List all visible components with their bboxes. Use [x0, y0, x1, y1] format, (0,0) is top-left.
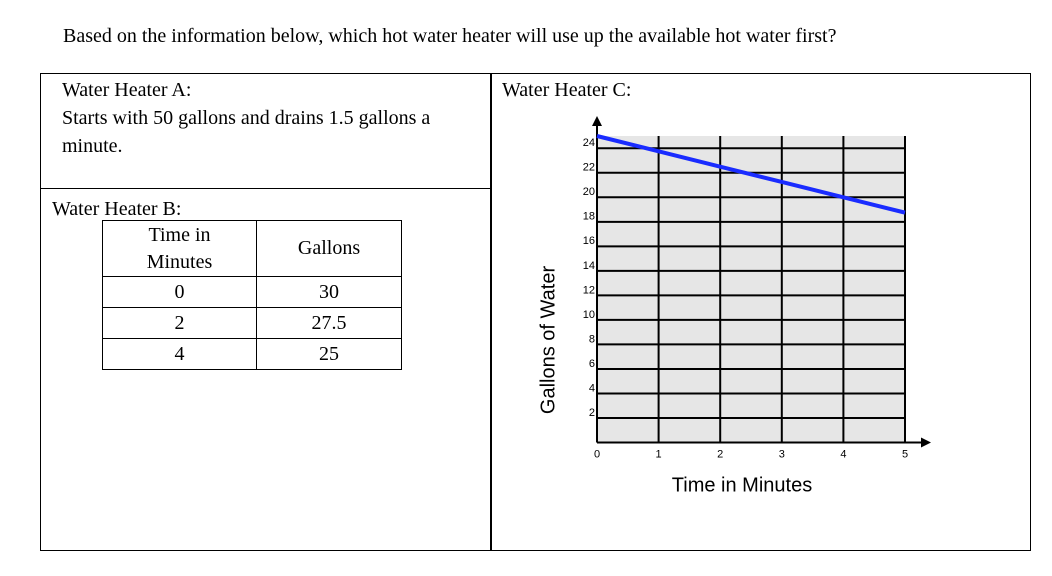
y-tick-label: 2	[589, 407, 595, 419]
y-tick-label: 22	[583, 162, 595, 174]
y-arrow	[592, 116, 602, 126]
data-line	[596, 134, 906, 215]
cell: 4	[102, 338, 257, 370]
x-arrow	[921, 437, 931, 448]
heater-a-title: Water Heater A:	[62, 79, 192, 101]
cell: 30	[256, 276, 402, 308]
x-axis-label: Time in Minutes	[672, 474, 812, 496]
heater-c-title: Water Heater C:	[502, 79, 632, 101]
y-tick-label: 14	[583, 260, 595, 272]
cell: 0	[102, 276, 257, 308]
y-tick-label: 12	[583, 284, 595, 296]
heater-a-text: Starts with 50 gallons and drains 1.5 ga…	[62, 107, 431, 157]
header-cell: Time in Minutes	[102, 220, 257, 277]
divider	[490, 73, 492, 551]
x-tick-label: 4	[840, 448, 846, 460]
outer-box	[40, 73, 1031, 551]
x-tick-label: 1	[656, 448, 662, 460]
header-cell: Gallons	[256, 220, 402, 277]
y-tick-label: 4	[589, 382, 595, 394]
y-tick-label: 6	[589, 358, 595, 370]
y-tick-label: 16	[583, 235, 595, 247]
y-tick-label: 20	[583, 186, 595, 198]
grid-background	[597, 136, 905, 443]
x-tick-label: 2	[717, 448, 723, 460]
cell: 2	[102, 307, 257, 339]
y-tick-label: 8	[589, 333, 595, 345]
y-tick-label: 24	[583, 137, 595, 149]
heater-b-table: Time in Minutes Gallons 0 30 2 27.5 4 25	[102, 220, 402, 370]
y-tick-label: 10	[583, 309, 595, 321]
x-tick-label: 5	[902, 448, 908, 460]
header-text: Time in Minutes	[146, 223, 213, 273]
x-tick-label: 0	[594, 448, 600, 460]
y-tick-label: 18	[583, 211, 595, 223]
cell: 27.5	[256, 307, 402, 339]
cell: 25	[256, 338, 402, 370]
x-tick-label: 3	[779, 448, 785, 460]
question: Based on the information below, which ho…	[63, 25, 837, 47]
y-axis-label: Gallons of Water	[537, 266, 559, 415]
heater-b-title: Water Heater B:	[52, 198, 182, 220]
